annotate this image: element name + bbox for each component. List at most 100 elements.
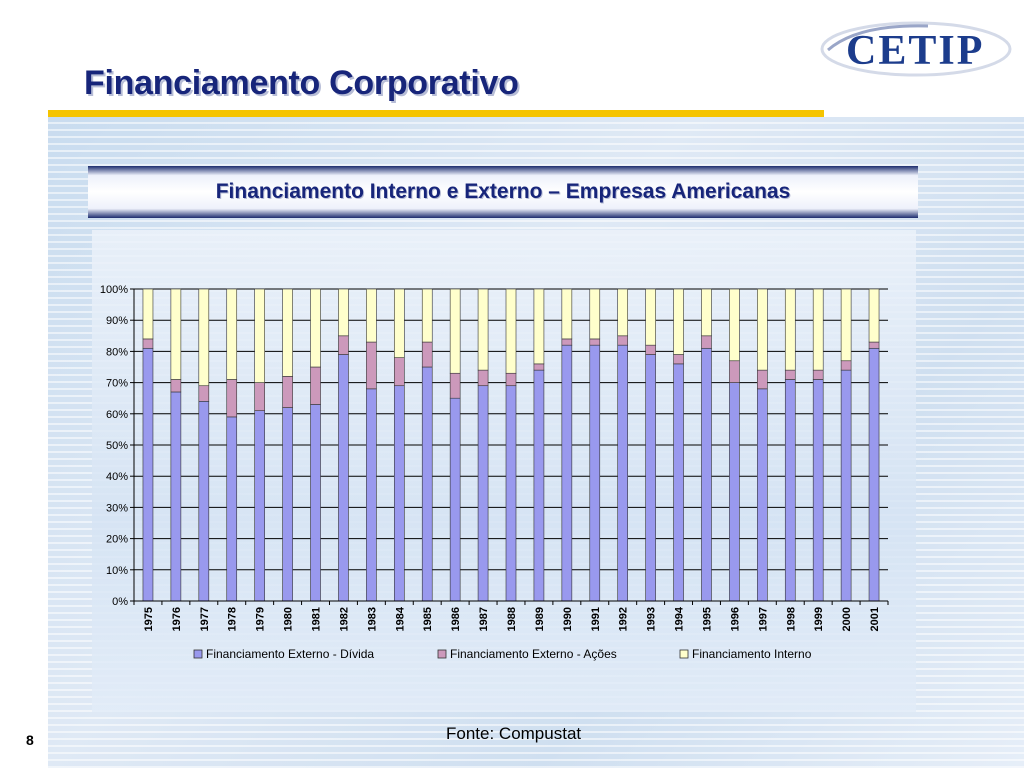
bar-segment: [840, 360, 852, 371]
bar-segment: [310, 366, 321, 405]
bar-segment: [673, 363, 684, 602]
x-tick-label: 1997: [757, 607, 769, 631]
bar-segment: [421, 366, 433, 602]
x-tick-label: 1979: [255, 607, 267, 631]
bar-segment: [645, 288, 656, 346]
bar-segment: [170, 379, 182, 393]
bar-segment: [757, 369, 768, 390]
y-tick-label: 20%: [106, 534, 128, 546]
y-tick-labels: 0% 10% 20% 30% 40% 50% 60% 70% 80% 90% 100%: [100, 284, 128, 608]
x-tick-label: 1992: [618, 607, 630, 631]
bar-segment: [254, 410, 265, 602]
bar-segment: [366, 288, 377, 343]
chart-heading: Financiamento Interno e Externo – Empres…: [215, 180, 791, 203]
bar-segment: [421, 341, 433, 368]
y-tick-label: 80%: [106, 346, 128, 358]
bar-segment: [505, 385, 517, 602]
stacked-bar-chart: 0%10%20%30%40%50%60%70%80%90%100% 1975 19…: [100, 284, 889, 661]
bar-segment: [505, 372, 517, 387]
bar-segment: [226, 379, 238, 418]
bar-segment: [338, 335, 349, 355]
bar-segment: [393, 288, 405, 358]
bar-segment: [254, 288, 265, 383]
bar-segment: [645, 354, 656, 602]
bar-segment: [421, 288, 433, 343]
x-tick-label: 1980: [283, 607, 295, 631]
x-tick-label: 1996: [729, 607, 741, 631]
chart-heading-banner: Financiamento Interno e Externo – Empres…: [88, 166, 918, 218]
bar-segment: [589, 288, 601, 340]
title-underline: [48, 110, 824, 117]
bar-segment: [812, 379, 824, 602]
source-note: Fonte: Compustat: [446, 724, 582, 743]
bar-segment: [449, 288, 461, 374]
bar-segment: [198, 401, 210, 602]
bar-segment: [561, 344, 573, 602]
x-tick-label: 2000: [841, 607, 853, 631]
bar-segment: [812, 288, 824, 371]
y-tick-label: 50%: [106, 440, 128, 452]
x-tick-label: 1986: [450, 607, 462, 631]
y-tick-label: 90%: [106, 315, 128, 327]
x-tick-label: 2001: [869, 607, 881, 631]
bar-segment: [198, 288, 210, 387]
bar-segment: [254, 382, 265, 411]
bar-segment: [226, 288, 238, 380]
bar-segment: [533, 288, 545, 365]
y-tick-label: 60%: [106, 409, 128, 421]
bar-segment: [142, 347, 154, 602]
bar-segment: [561, 288, 573, 340]
slide-title: Financiamento Corporativo: [84, 64, 519, 102]
chart-panel: 0% 10% 20% 30% 40% 50% 60% 70% 80% 90% 100% 1975 19…: [92, 230, 916, 712]
legend-swatch: [679, 649, 689, 659]
bar-segment: [589, 338, 601, 346]
bar-segment: [617, 344, 629, 602]
x-tick-label: 1987: [478, 607, 490, 631]
x-tick-labels: 1975 1976 1977 1978 1979 1980 1981 1982 1983 1984…: [143, 606, 881, 631]
bar-segment: [701, 347, 712, 602]
x-tick-label: 1989: [534, 607, 546, 631]
bar-segment: [393, 385, 405, 602]
bar-segment: [338, 354, 349, 602]
legend-swatch: [193, 649, 203, 659]
x-tick-label: 1977: [199, 607, 211, 631]
bar-segment: [477, 385, 489, 602]
bar-segment: [282, 407, 293, 602]
y-tick-label: 0%: [112, 596, 128, 608]
bar-segment: [393, 357, 405, 387]
legend-swatch: [437, 649, 447, 659]
legend-item: Financiamento Interno: [679, 647, 812, 661]
bar-segment: [812, 369, 824, 380]
legend: Financiamento Externo - Dívida Financiame…: [193, 647, 812, 661]
x-tick-label: 1991: [590, 607, 602, 631]
x-tick-label: 1983: [366, 607, 378, 631]
x-tick-label: 1998: [785, 607, 797, 631]
bar-segment: [757, 388, 768, 602]
x-tick-label: 1976: [171, 607, 183, 631]
x-tick-label: 1985: [422, 607, 434, 631]
bar-segment: [645, 344, 656, 355]
bar-segment: [729, 360, 740, 383]
bar-segment: [784, 379, 796, 602]
bar-segment: [868, 341, 880, 349]
bar-segment: [198, 385, 210, 402]
bar-segment: [673, 354, 684, 365]
bar-segment: [142, 288, 154, 340]
bar-segment: [589, 344, 601, 602]
bar-segment: [617, 335, 629, 346]
x-tick-label: 1978: [227, 607, 239, 631]
bar-segment: [366, 388, 377, 602]
bar-segment: [868, 347, 880, 602]
bar-segment: [449, 397, 461, 602]
bar-segment: [701, 288, 712, 337]
bar-segment: [784, 288, 796, 371]
y-tick-label: 100%: [100, 284, 128, 296]
bar-segment: [282, 288, 293, 377]
x-tick-label: 1993: [646, 607, 658, 631]
legend-label: Financiamento Externo - Ações: [450, 647, 617, 661]
bar-segment: [617, 288, 629, 337]
legend-item: Financiamento Externo - Ações: [437, 647, 617, 661]
x-tick-label: 1994: [674, 606, 686, 631]
legend-label: Financiamento Interno: [692, 647, 812, 661]
bar-segment: [142, 338, 154, 349]
